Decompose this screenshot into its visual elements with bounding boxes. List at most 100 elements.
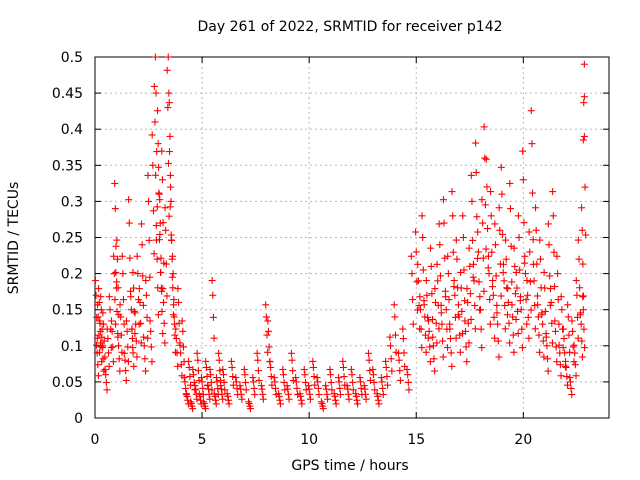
data-point (563, 373, 571, 381)
data-point (511, 262, 519, 270)
data-point (540, 353, 548, 361)
data-point (516, 266, 524, 274)
y-tick-label: 0 (74, 411, 83, 427)
data-point (454, 301, 462, 309)
data-point (113, 278, 121, 286)
data-point (311, 381, 319, 389)
data-point (109, 343, 117, 351)
data-point (439, 353, 447, 361)
data-point (301, 371, 309, 379)
data-point (148, 358, 156, 366)
data-point (253, 349, 261, 357)
data-point (506, 179, 514, 187)
y-tick-label: 0.25 (52, 231, 83, 247)
data-point (570, 341, 578, 349)
data-point (92, 341, 100, 349)
data-point (578, 226, 586, 234)
data-point (238, 395, 246, 403)
data-point (555, 320, 563, 328)
data-point (352, 390, 360, 398)
data-point (158, 176, 166, 184)
data-point (113, 236, 121, 244)
data-point (391, 313, 399, 321)
data-point (149, 207, 157, 215)
data-point (122, 317, 130, 325)
data-point (203, 373, 211, 381)
data-point (559, 344, 567, 352)
data-point (431, 367, 439, 375)
data-point (207, 378, 215, 386)
data-point (390, 301, 398, 309)
data-point (209, 313, 217, 321)
data-point (489, 291, 497, 299)
data-point (315, 391, 323, 399)
data-point (210, 390, 218, 398)
data-point (357, 378, 365, 386)
data-point (458, 307, 466, 315)
data-point (143, 313, 151, 321)
data-point (548, 339, 556, 347)
data-point (276, 396, 284, 404)
data-point (502, 255, 510, 263)
data-point (115, 342, 123, 350)
data-point (563, 381, 571, 389)
data-point (145, 236, 153, 244)
data-point (348, 371, 356, 379)
data-point (317, 398, 325, 406)
data-point (115, 355, 123, 363)
data-point (384, 381, 392, 389)
data-point (314, 384, 322, 392)
data-point (450, 283, 458, 291)
data-point (339, 363, 347, 371)
data-point (212, 374, 220, 382)
data-point (212, 400, 220, 408)
data-point (383, 373, 391, 381)
data-point (349, 386, 357, 394)
data-point (576, 284, 584, 292)
data-point (470, 277, 478, 285)
x-axis-label: GPS time / hours (291, 458, 408, 474)
data-point (466, 290, 474, 298)
data-point (452, 334, 460, 342)
data-point (486, 296, 494, 304)
data-point (215, 356, 223, 364)
data-point (424, 334, 432, 342)
data-point (146, 273, 154, 281)
data-point (501, 302, 509, 310)
data-point (172, 335, 180, 343)
data-point (356, 374, 364, 382)
data-point (543, 342, 551, 350)
data-point (280, 378, 288, 386)
data-point (462, 327, 470, 335)
data-point (404, 378, 412, 386)
data-point (387, 342, 395, 350)
data-point (130, 362, 138, 370)
data-point (148, 131, 156, 139)
data-point (164, 53, 172, 61)
data-point (164, 104, 172, 112)
data-point (459, 234, 467, 241)
data-point (453, 255, 461, 263)
data-point (417, 325, 425, 333)
data-point (283, 382, 291, 390)
data-point (184, 396, 192, 404)
data-point (435, 220, 443, 228)
data-point (165, 212, 173, 220)
data-point (525, 228, 533, 236)
data-point (142, 277, 150, 285)
data-point (474, 228, 482, 236)
data-point (539, 337, 547, 345)
data-point (559, 325, 567, 333)
data-point (298, 400, 306, 408)
data-point (371, 386, 379, 394)
data-point (153, 255, 161, 263)
data-point (109, 358, 117, 366)
data-point (167, 183, 175, 191)
data-point (225, 400, 233, 408)
chart-title: Day 261 of 2022, SRMTID for receiver p14… (197, 19, 502, 35)
data-point (172, 325, 180, 333)
data-point (332, 396, 340, 404)
data-point (488, 248, 496, 256)
x-tick-label: 5 (198, 432, 207, 448)
data-point (529, 189, 537, 197)
